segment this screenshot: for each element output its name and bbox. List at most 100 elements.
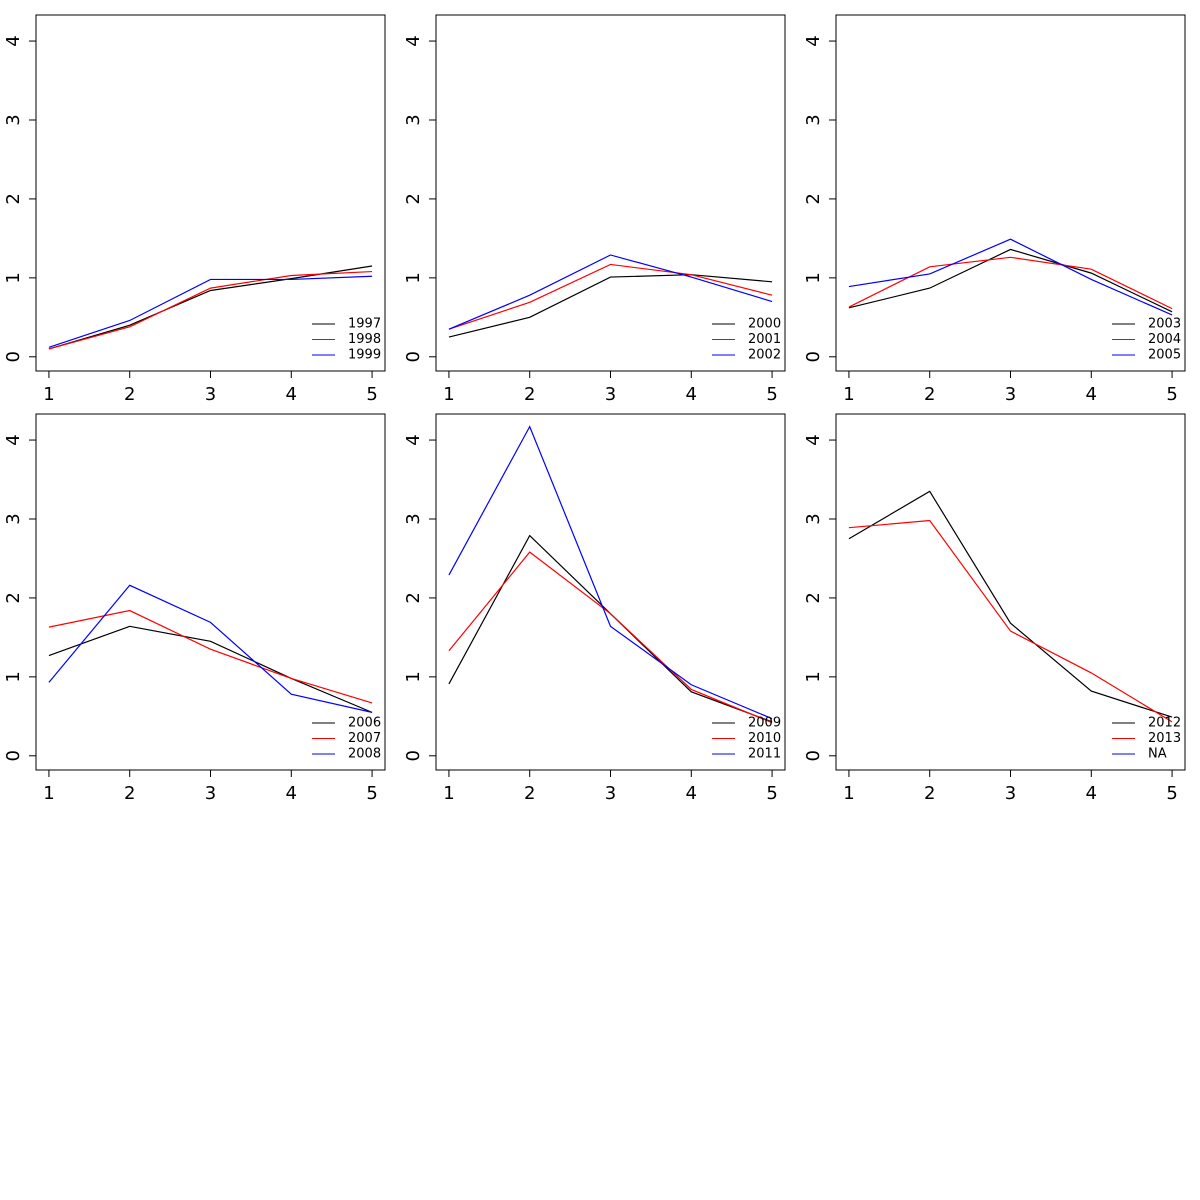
plot-box xyxy=(835,413,1186,771)
series-line xyxy=(848,238,1173,316)
legend-label: 2013 xyxy=(1148,731,1181,746)
x-tick-label: 4 xyxy=(1086,783,1097,804)
y-tick-label: 3 xyxy=(3,114,24,125)
plot-box xyxy=(835,14,1186,372)
plot-box xyxy=(35,14,386,372)
x-tick-label: 5 xyxy=(766,384,777,405)
x-tick-label: 5 xyxy=(366,783,377,804)
x-tick-label: 3 xyxy=(205,783,216,804)
legend-label: 2003 xyxy=(1148,317,1181,332)
x-tick-label: 3 xyxy=(205,384,216,405)
x-tick-label: 1 xyxy=(43,783,54,804)
x-tick-label: 4 xyxy=(286,783,297,804)
x-tick-label: 5 xyxy=(1166,384,1177,405)
x-tick-label: 4 xyxy=(686,384,697,405)
y-tick-label: 3 xyxy=(3,513,24,524)
y-tick-label: 0 xyxy=(3,750,24,761)
y-tick-label: 1 xyxy=(3,272,24,283)
y-tick-label: 1 xyxy=(3,671,24,682)
x-tick-label: 2 xyxy=(124,783,135,804)
legend-label: 2007 xyxy=(348,731,381,746)
y-tick-label: 4 xyxy=(403,35,424,46)
y-tick-label: 4 xyxy=(403,434,424,445)
legend-label: 2000 xyxy=(748,317,781,332)
plot-box xyxy=(435,413,786,771)
series-line xyxy=(48,270,373,350)
y-tick-label: 3 xyxy=(803,513,824,524)
y-tick-label: 0 xyxy=(403,351,424,362)
x-tick-label: 3 xyxy=(1005,783,1016,804)
series-line xyxy=(48,609,373,704)
legend-label: 2006 xyxy=(348,716,381,731)
legend-label: 2010 xyxy=(748,731,781,746)
legend-label: 2002 xyxy=(748,348,781,363)
legend-label: 1997 xyxy=(348,317,381,332)
series-line xyxy=(848,256,1173,310)
legend-label: 2004 xyxy=(1148,332,1181,347)
x-tick-label: 4 xyxy=(686,783,697,804)
y-tick-label: 4 xyxy=(3,434,24,445)
legend-label: 1999 xyxy=(348,348,381,363)
x-tick-label: 1 xyxy=(843,783,854,804)
series-line xyxy=(48,275,373,348)
y-tick-label: 2 xyxy=(3,592,24,603)
x-tick-label: 2 xyxy=(124,384,135,405)
series-line xyxy=(848,248,1173,313)
legend-label: 2009 xyxy=(748,716,781,731)
series-line xyxy=(48,584,373,713)
y-tick-label: 1 xyxy=(803,671,824,682)
series-line xyxy=(448,534,773,723)
y-tick-label: 0 xyxy=(403,750,424,761)
x-tick-label: 2 xyxy=(524,783,535,804)
y-tick-label: 0 xyxy=(803,351,824,362)
legend-label: 1998 xyxy=(348,332,381,347)
plot-box xyxy=(35,413,386,771)
series-line xyxy=(48,625,373,713)
x-tick-label: 1 xyxy=(43,384,54,405)
legend-label: 2005 xyxy=(1148,348,1181,363)
y-tick-label: 0 xyxy=(803,750,824,761)
y-tick-label: 1 xyxy=(803,272,824,283)
x-tick-label: 1 xyxy=(443,384,454,405)
y-tick-label: 3 xyxy=(403,513,424,524)
x-tick-label: 1 xyxy=(843,384,854,405)
y-tick-label: 0 xyxy=(3,351,24,362)
x-tick-label: 4 xyxy=(1086,384,1097,405)
legend-label: 2011 xyxy=(748,747,781,762)
series-line xyxy=(448,263,773,330)
x-tick-label: 3 xyxy=(605,384,616,405)
x-tick-label: 3 xyxy=(1005,384,1016,405)
x-tick-label: 5 xyxy=(766,783,777,804)
x-tick-label: 5 xyxy=(366,384,377,405)
legend-label: 2012 xyxy=(1148,716,1181,731)
series-line xyxy=(848,490,1173,718)
x-tick-label: 2 xyxy=(924,783,935,804)
x-tick-label: 5 xyxy=(1166,783,1177,804)
x-tick-label: 3 xyxy=(605,783,616,804)
y-tick-label: 2 xyxy=(3,193,24,204)
series-line xyxy=(448,274,773,338)
y-tick-label: 2 xyxy=(403,193,424,204)
legend-label: NA xyxy=(1148,747,1167,762)
legend-label: 2001 xyxy=(748,332,781,347)
y-tick-label: 2 xyxy=(803,193,824,204)
y-tick-label: 1 xyxy=(403,671,424,682)
series-line xyxy=(448,254,773,330)
series-line xyxy=(448,551,773,724)
y-tick-label: 2 xyxy=(403,592,424,603)
y-tick-label: 2 xyxy=(803,592,824,603)
y-tick-label: 4 xyxy=(803,35,824,46)
y-tick-label: 3 xyxy=(803,114,824,125)
x-tick-label: 2 xyxy=(524,384,535,405)
x-tick-label: 1 xyxy=(443,783,454,804)
x-tick-label: 2 xyxy=(924,384,935,405)
plot-box xyxy=(435,14,786,372)
y-tick-label: 3 xyxy=(403,114,424,125)
y-tick-label: 4 xyxy=(3,35,24,46)
